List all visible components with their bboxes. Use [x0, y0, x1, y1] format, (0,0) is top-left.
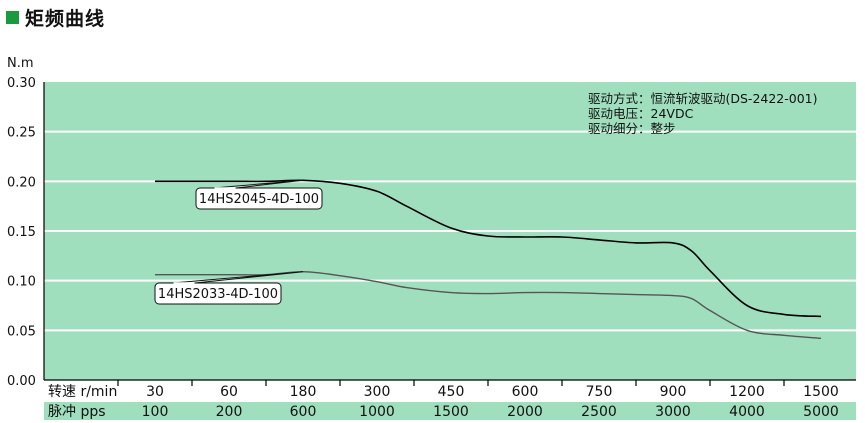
pps-tick-label: 4000: [729, 404, 765, 420]
drive-note: 驱动方式：恒流斩波驱动(DS-2422-001): [588, 91, 818, 106]
y-tick-label: 0.00: [7, 374, 36, 389]
speed-tick-label: 1200: [729, 384, 765, 400]
title-square-icon: [6, 10, 19, 24]
pps-tick-label: 100: [142, 404, 169, 420]
callout-box: [154, 282, 282, 305]
axes: [43, 82, 856, 386]
speed-tick-label: 450: [438, 384, 465, 400]
y-tick-label: 0.05: [7, 324, 36, 339]
speed-row-label: 转速 r/min: [48, 384, 117, 400]
y-tick-label: 0.30: [7, 76, 36, 91]
speed-tick-label: 60: [220, 384, 238, 400]
speed-tick-label: 1500: [803, 384, 839, 400]
pps-tick-label: 1500: [433, 404, 469, 420]
speed-tick-label: 900: [660, 384, 687, 400]
speed-tick-label: 300: [364, 384, 391, 400]
series-callout-2: 14HS2033-4D-100: [154, 271, 304, 305]
pps-tick-label: 1000: [359, 404, 395, 420]
speed-tick-label: 750: [586, 384, 613, 400]
speed-tick-label: 180: [290, 384, 317, 400]
y-tick-label: 0.15: [7, 225, 36, 240]
pps-tick-label: 2500: [581, 404, 617, 420]
y-axis-unit: N.m: [7, 56, 34, 71]
series-name-label: 14HS2033-4D-100: [158, 287, 278, 302]
y-tick-label: 0.10: [7, 275, 36, 290]
callout-pointer: [172, 271, 304, 284]
y-tick-label: 0.25: [7, 126, 36, 141]
series-callout-1: 14HS2045-4D-100: [195, 179, 323, 210]
y-tick-label: 0.20: [7, 175, 36, 190]
series-name-label: 14HS2045-4D-100: [199, 192, 319, 207]
drive-note: 驱动电压：24VDC: [588, 106, 694, 121]
drive-note: 驱动细分：整步: [588, 121, 676, 136]
pps-row-label: 脉冲 pps: [48, 404, 106, 420]
pps-tick-label: 2000: [507, 404, 543, 420]
callout-box: [195, 187, 323, 210]
pps-tick-label: 200: [216, 404, 243, 420]
chart-title: 矩频曲线: [25, 7, 106, 30]
speed-tick-label: 600: [512, 384, 539, 400]
pps-tick-label: 3000: [655, 404, 691, 420]
speed-tick-label: 30: [146, 384, 164, 400]
pps-row-background: [44, 402, 856, 420]
callout-pointer: [213, 179, 304, 189]
pps-tick-label: 600: [290, 404, 317, 420]
labels: 0.00 0.05 0.10 0.15 0.20 0.25 0.30 N.m 转速 r/min 3…: [7, 56, 839, 420]
pps-tick-label: 5000: [803, 404, 839, 420]
chart-heading: 矩频曲线: [6, 4, 105, 30]
